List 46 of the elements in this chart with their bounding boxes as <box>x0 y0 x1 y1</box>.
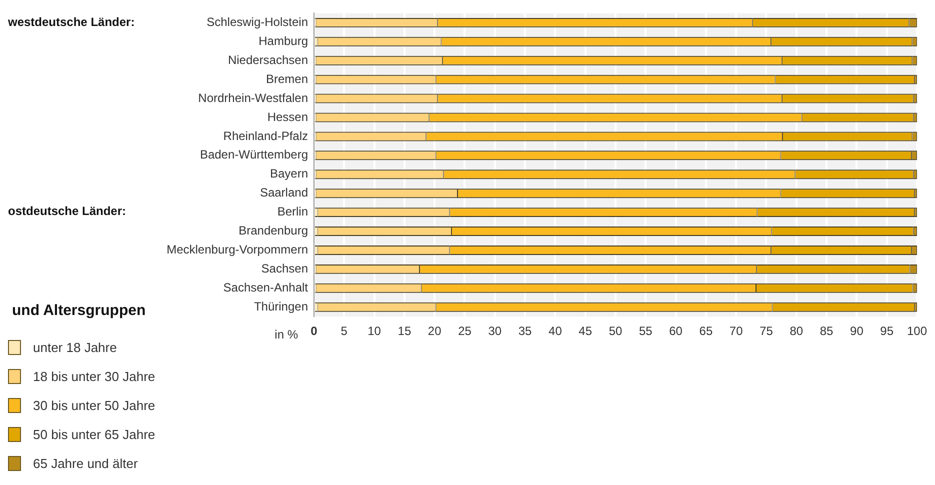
x-tick-label: 20 <box>428 324 442 338</box>
x-tick-label: 50 <box>608 324 622 338</box>
legend-title: und Altersgruppen <box>12 302 147 319</box>
y-tick-label: Hamburg <box>258 34 308 48</box>
x-tick-label: 90 <box>850 324 864 338</box>
x-tick-label: 15 <box>398 324 412 338</box>
legend-label: 65 Jahre und älter <box>33 456 138 471</box>
x-tick-label: 65 <box>699 324 713 338</box>
y-tick-label: Sachsen <box>261 262 308 276</box>
x-tick-label: 85 <box>820 324 834 338</box>
y-tick-label: Sachsen-Anhalt <box>223 280 309 294</box>
x-tick-label: 40 <box>548 324 562 338</box>
legend-label: 50 bis unter 65 Jahre <box>33 427 156 442</box>
y-tick-label: Saarland <box>260 186 308 200</box>
x-tick-label: 5 <box>340 324 348 338</box>
x-tick-label: 30 <box>488 324 502 338</box>
y-tick-label: Baden-Württemberg <box>200 148 308 162</box>
x-tick-label: 45 <box>578 324 592 338</box>
y-tick-label: Schleswig-Holstein <box>206 14 308 29</box>
x-tick-label: 80 <box>790 324 804 338</box>
y-tick-label: Hessen <box>267 110 308 124</box>
x-tick-label: 100 <box>906 324 928 338</box>
x-tick-label: 70 <box>729 324 744 338</box>
x-tick-label: 75 <box>760 324 774 338</box>
x-tick-label: 25 <box>458 324 472 338</box>
y-tick-label: Thüringen <box>254 299 308 314</box>
x-tick-label: 35 <box>518 324 532 338</box>
y-tick-label: Brandenburg <box>238 224 308 238</box>
text: ostdeutsche Länder: <box>8 204 126 218</box>
x-tick-label: 95 <box>880 324 894 338</box>
y-tick-label: Bremen <box>266 72 308 86</box>
y-tick-label: Mecklenburg-Vorpommern <box>166 242 308 257</box>
legend-label: 18 bis unter 30 Jahre <box>33 369 156 384</box>
y-tick-label: Berlin <box>277 204 308 219</box>
text: westdeutsche Länder: <box>8 14 135 29</box>
legend-label: 30 bis unter 50 Jahre <box>33 398 156 413</box>
y-tick-label: Niedersachsen <box>228 52 308 67</box>
x-tick-label: 0 <box>310 324 318 338</box>
x-axis-title: in % <box>274 327 298 342</box>
x-tick-label: 60 <box>669 324 683 338</box>
y-tick-label: Rheinland-Pfalz <box>223 128 308 143</box>
y-tick-label: Bayern <box>270 166 308 181</box>
legend-label: unter 18 Jahre <box>33 340 117 355</box>
x-tick-label: 10 <box>368 324 382 338</box>
x-tick-label: 55 <box>638 324 653 338</box>
y-tick-label: Nordrhein-Westfalen <box>198 90 308 105</box>
